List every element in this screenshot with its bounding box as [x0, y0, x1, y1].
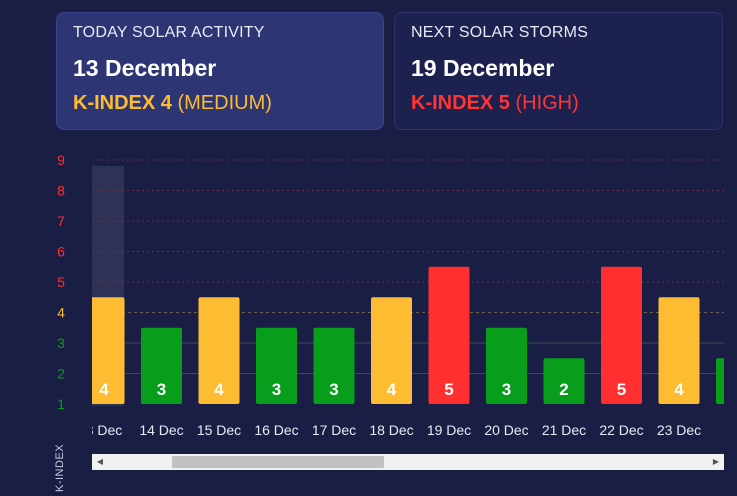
bar-19-dec[interactable] [428, 266, 470, 404]
bar-value-label: 5 [617, 380, 626, 399]
x-tick-label: 14 Dec [139, 422, 183, 438]
today-kindex-line: K-INDEX 4 (MEDIUM) [73, 92, 367, 115]
bar-20-dec[interactable] [486, 327, 527, 404]
y-tick-3: 3 [57, 335, 65, 351]
next-level: (HIGH) [515, 92, 579, 114]
x-tick-label: 16 Dec [254, 422, 298, 438]
y-tick-4: 4 [57, 305, 65, 321]
y-tick-2: 2 [57, 366, 65, 382]
bar-14-dec[interactable] [141, 327, 182, 404]
bar-21-dec[interactable] [543, 358, 585, 404]
today-date: 13 December [73, 55, 217, 81]
next-date: 19 December [411, 55, 555, 81]
bar-value-label: 3 [272, 380, 281, 399]
x-tick-label: 2 [733, 422, 737, 438]
bar-value-label: 5 [444, 380, 453, 399]
x-tick-label: 21 Dec [542, 422, 586, 438]
bar-value-label: 3 [157, 380, 166, 399]
today-level: (MEDIUM) [177, 92, 272, 114]
bar-value-label: 4 [387, 380, 397, 399]
y-tick-8: 8 [57, 183, 65, 199]
scroll-right-arrow-icon[interactable]: ▶ [712, 457, 720, 466]
next-kindex: K-INDEX 5 [411, 92, 510, 114]
bar-value-label: 3 [329, 380, 338, 399]
next-kindex-line: K-INDEX 5 (HIGH) [411, 92, 706, 115]
bar-16-dec[interactable] [256, 327, 297, 404]
y-tick-7: 7 [57, 213, 65, 229]
y-tick-6: 6 [57, 244, 65, 260]
x-tick-label: 17 Dec [312, 422, 356, 438]
bar-value-label: 3 [502, 380, 511, 399]
bar-23-dec[interactable] [658, 297, 700, 404]
today-kindex: K-INDEX 4 [73, 92, 172, 114]
bar-value-label: 4 [214, 380, 224, 399]
bar-value-label: 2 [559, 380, 568, 399]
x-tick-label: 19 Dec [427, 422, 471, 438]
bar-22-dec[interactable] [601, 266, 642, 404]
bar-15-dec[interactable] [198, 297, 240, 404]
scroll-left-arrow-icon[interactable]: ◀ [96, 457, 104, 466]
y-tick-1: 1 [57, 396, 65, 412]
x-tick-label: 23 Dec [657, 422, 701, 438]
bar-2[interactable] [716, 358, 737, 404]
x-tick-label: 15 Dec [197, 422, 241, 438]
scrollbar-thumb[interactable] [172, 456, 384, 468]
bar-17-dec[interactable] [313, 327, 355, 404]
bar-3-dec[interactable] [84, 297, 125, 404]
bar-18-dec[interactable] [371, 297, 412, 404]
kindex-bar-chart: 1 2 3 4 5 6 7 8 9 4 3 4 3 3 4 5 3 2 5 4 3 Dec 14 Dec 15 Dec 1… [57, 152, 737, 438]
y-tick-9: 9 [57, 152, 65, 168]
x-tick-label: 18 Dec [369, 422, 413, 438]
x-tick-label: 20 Dec [484, 422, 528, 438]
chart-horizontal-scrollbar[interactable]: ◀ ▶ [92, 454, 724, 470]
today-solar-activity-card: TODAY SOLAR ACTIVITY 13 December K-INDEX… [56, 12, 384, 130]
bar-value-label: 4 [99, 380, 109, 399]
y-axis-label: K-INDEX [54, 443, 66, 492]
next-heading: NEXT SOLAR STORMS [411, 24, 589, 41]
y-tick-5: 5 [57, 274, 65, 290]
next-solar-storms-card: NEXT SOLAR STORMS 19 December K-INDEX 5 … [394, 12, 723, 130]
x-tick-label: 3 Dec [86, 422, 123, 438]
bar-value-label: 4 [674, 380, 684, 399]
x-tick-label: 22 Dec [599, 422, 643, 438]
today-heading: TODAY SOLAR ACTIVITY [73, 24, 265, 41]
